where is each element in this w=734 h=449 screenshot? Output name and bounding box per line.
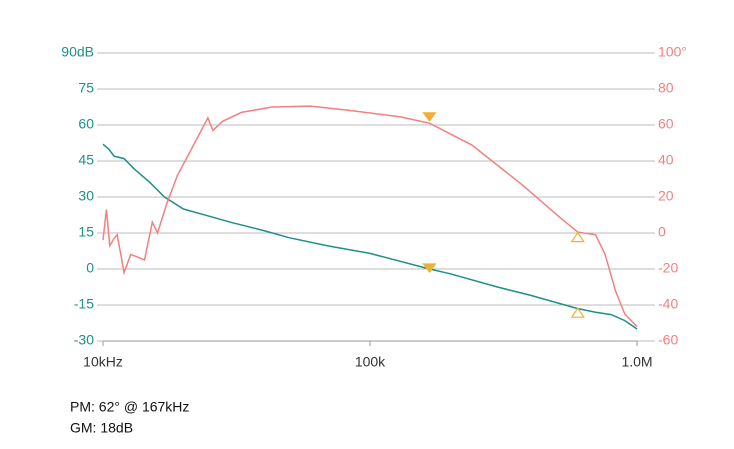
x-tick-label: 100k xyxy=(355,354,386,370)
x-tick-label: 1.0M xyxy=(621,354,652,370)
y-tick-label: 45 xyxy=(78,152,94,168)
marker xyxy=(422,112,437,122)
y2-tick-label: -60 xyxy=(658,332,678,348)
y-tick-label: 15 xyxy=(78,224,94,240)
series-line xyxy=(102,105,638,328)
annotation: PM: 62° @ 167kHz xyxy=(70,399,189,415)
y-tick-label: -30 xyxy=(74,332,94,348)
y2-tick-label: 80 xyxy=(658,80,674,96)
y-tick-label: 75 xyxy=(78,80,94,96)
y2-tick-label: 40 xyxy=(658,152,674,168)
y2-tick-label: 60 xyxy=(658,116,674,132)
y2-tick-label: 0 xyxy=(658,224,666,240)
y2-tick-label: 100° xyxy=(658,44,687,60)
y-tick-label: 90dB xyxy=(61,44,94,60)
y2-tick-label: 20 xyxy=(658,188,674,204)
marker xyxy=(422,263,437,273)
y2-tick-label: -20 xyxy=(658,260,678,276)
y-tick-label: 30 xyxy=(78,188,94,204)
annotation: GM: 18dB xyxy=(70,420,133,436)
marker xyxy=(570,307,585,318)
y-tick-label: -15 xyxy=(74,296,94,312)
series-line xyxy=(102,143,638,330)
y-tick-label: 0 xyxy=(86,260,94,276)
marker xyxy=(570,231,585,243)
y-tick-label: 60 xyxy=(78,116,94,132)
x-tick-label: 10kHz xyxy=(83,354,123,370)
y2-tick-label: -40 xyxy=(658,296,678,312)
